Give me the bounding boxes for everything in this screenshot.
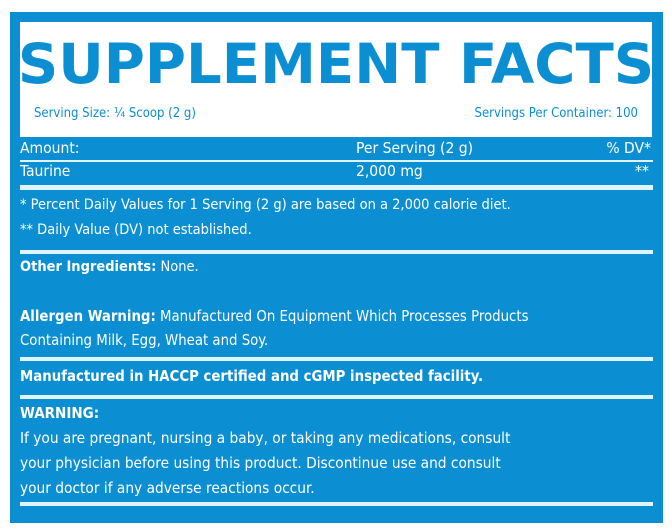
header-box: SUPPLEMENT FACTS Serving Size: ¼ Scoop (… (18, 22, 654, 137)
divider (20, 185, 653, 190)
header-amount: Amount: (20, 139, 80, 157)
warning-line-2: your physician before using this product… (20, 454, 501, 472)
ingredient-amount: 2,000 mg (356, 162, 423, 180)
allergen-value-2: Containing Milk, Egg, Wheat and Soy. (20, 332, 269, 349)
footnote-1: * Percent Daily Values for 1 Serving (2 … (20, 197, 511, 213)
warning-line-1: If you are pregnant, nursing a baby, or … (20, 429, 511, 447)
servings-per-container: Servings Per Container: 100 (474, 106, 638, 121)
facility-statement: Manufactured in HACCP certified and cGMP… (20, 368, 484, 385)
divider (20, 160, 653, 162)
other-ingredients-label: Other Ingredients: (20, 259, 157, 275)
header-dv: % DV* (606, 139, 651, 157)
other-ingredients-value: None. (156, 259, 199, 275)
divider (20, 395, 653, 399)
ingredient-dv: ** (635, 162, 649, 180)
warning-label: WARNING: (20, 404, 100, 422)
other-ingredients: Other Ingredients: None. (20, 259, 199, 275)
supplement-facts-panel: SUPPLEMENT FACTS Serving Size: ¼ Scoop (… (10, 12, 663, 523)
ingredient-name: Taurine (20, 162, 71, 180)
allergen-value: Manufactured On Equipment Which Processe… (155, 308, 529, 325)
warning-line-3: your doctor if any adverse reactions occ… (20, 479, 315, 497)
footnote-2: ** Daily Value (DV) not established. (20, 222, 252, 238)
divider (20, 502, 653, 506)
serving-size: Serving Size: ¼ Scoop (2 g) (34, 106, 196, 121)
title: SUPPLEMENT FACTS (17, 32, 655, 96)
header-per-serving: Per Serving (2 g) (356, 139, 474, 157)
divider (20, 250, 653, 254)
divider (20, 357, 653, 361)
allergen-warning: Allergen Warning: Manufactured On Equipm… (20, 308, 529, 325)
allergen-label: Allergen Warning: (20, 308, 156, 325)
